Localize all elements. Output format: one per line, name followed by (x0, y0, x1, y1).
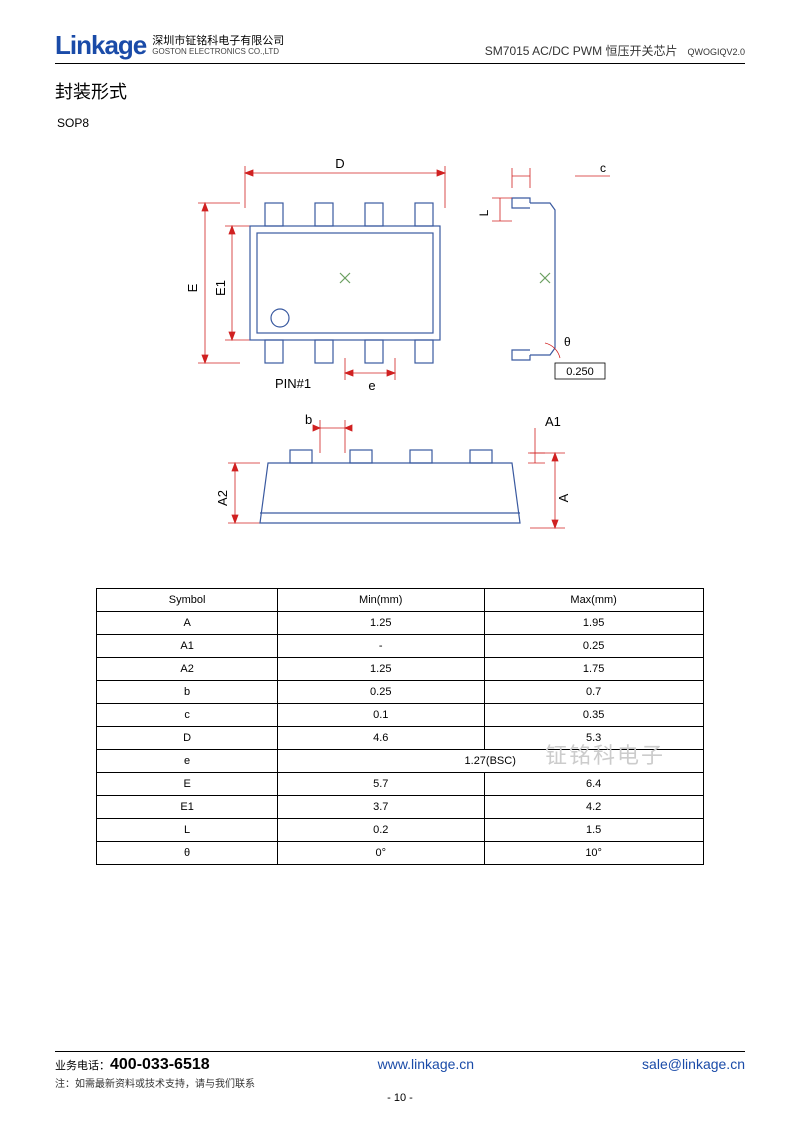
svg-text:A1: A1 (545, 414, 561, 429)
svg-text:0.250: 0.250 (566, 366, 594, 378)
table-header: Max(mm) (484, 589, 703, 612)
footer-email: sale@linkage.cn (642, 1056, 745, 1072)
footer-url: www.linkage.cn (378, 1056, 475, 1072)
table-row: A1-0.25 (97, 635, 703, 658)
header-product-info: SM7015 AC/DC PWM 恒压开关芯片 QWOGIQV2.0 (485, 42, 745, 61)
svg-text:e: e (368, 378, 375, 393)
table-header: Symbol (97, 589, 277, 612)
svg-text:A2: A2 (215, 490, 230, 506)
table-row: A21.251.75 (97, 658, 703, 681)
logo-text: Linkage (55, 30, 146, 61)
svg-text:L: L (477, 209, 491, 216)
svg-text:b: b (305, 412, 312, 427)
front-view-svg: b A2 A A1 (190, 408, 610, 558)
svg-text:A: A (556, 493, 571, 502)
table-row: A1.251.95 (97, 612, 703, 635)
svg-text:c: c (600, 161, 606, 175)
table-row: θ0°10° (97, 842, 703, 865)
svg-text:E1: E1 (213, 280, 228, 296)
svg-text:PIN#1: PIN#1 (275, 376, 311, 391)
svg-text:D: D (335, 156, 344, 171)
watermark: 钲铭科电子 (545, 738, 665, 770)
table-row: E13.74.2 (97, 796, 703, 819)
page-footer: 业务电话：400-033-6518 www.linkage.cn sale@li… (55, 1051, 745, 1104)
footer-phone: 业务电话：400-033-6518 (55, 1056, 210, 1074)
table-row: L0.21.5 (97, 819, 703, 842)
page-number: - 10 - (55, 1092, 745, 1104)
table-header: Min(mm) (277, 589, 484, 612)
page-header: Linkage 深圳市钲铭科电子有限公司 GOSTON ELECTRONICS … (55, 30, 745, 64)
table-row: E5.76.4 (97, 773, 703, 796)
logo-block: Linkage 深圳市钲铭科电子有限公司 GOSTON ELECTRONICS … (55, 30, 284, 61)
package-name: SOP8 (57, 116, 745, 130)
company-name: 深圳市钲铭科电子有限公司 GOSTON ELECTRONICS CO.,LTD (152, 35, 284, 56)
table-row: b0.250.7 (97, 681, 703, 704)
package-diagram: D E E1 e PIN#1 (55, 148, 745, 558)
top-view-svg: D E E1 e PIN#1 (140, 148, 660, 408)
footer-note: 注：如需最新资料或技术支持，请与我们联系 (55, 1075, 745, 1090)
svg-text:E: E (185, 283, 200, 292)
dimension-table: SymbolMin(mm)Max(mm) A1.251.95A1-0.25A21… (96, 588, 703, 865)
svg-text:θ: θ (564, 335, 571, 349)
section-title: 封装形式 (55, 78, 745, 104)
table-row: c0.10.35 (97, 704, 703, 727)
